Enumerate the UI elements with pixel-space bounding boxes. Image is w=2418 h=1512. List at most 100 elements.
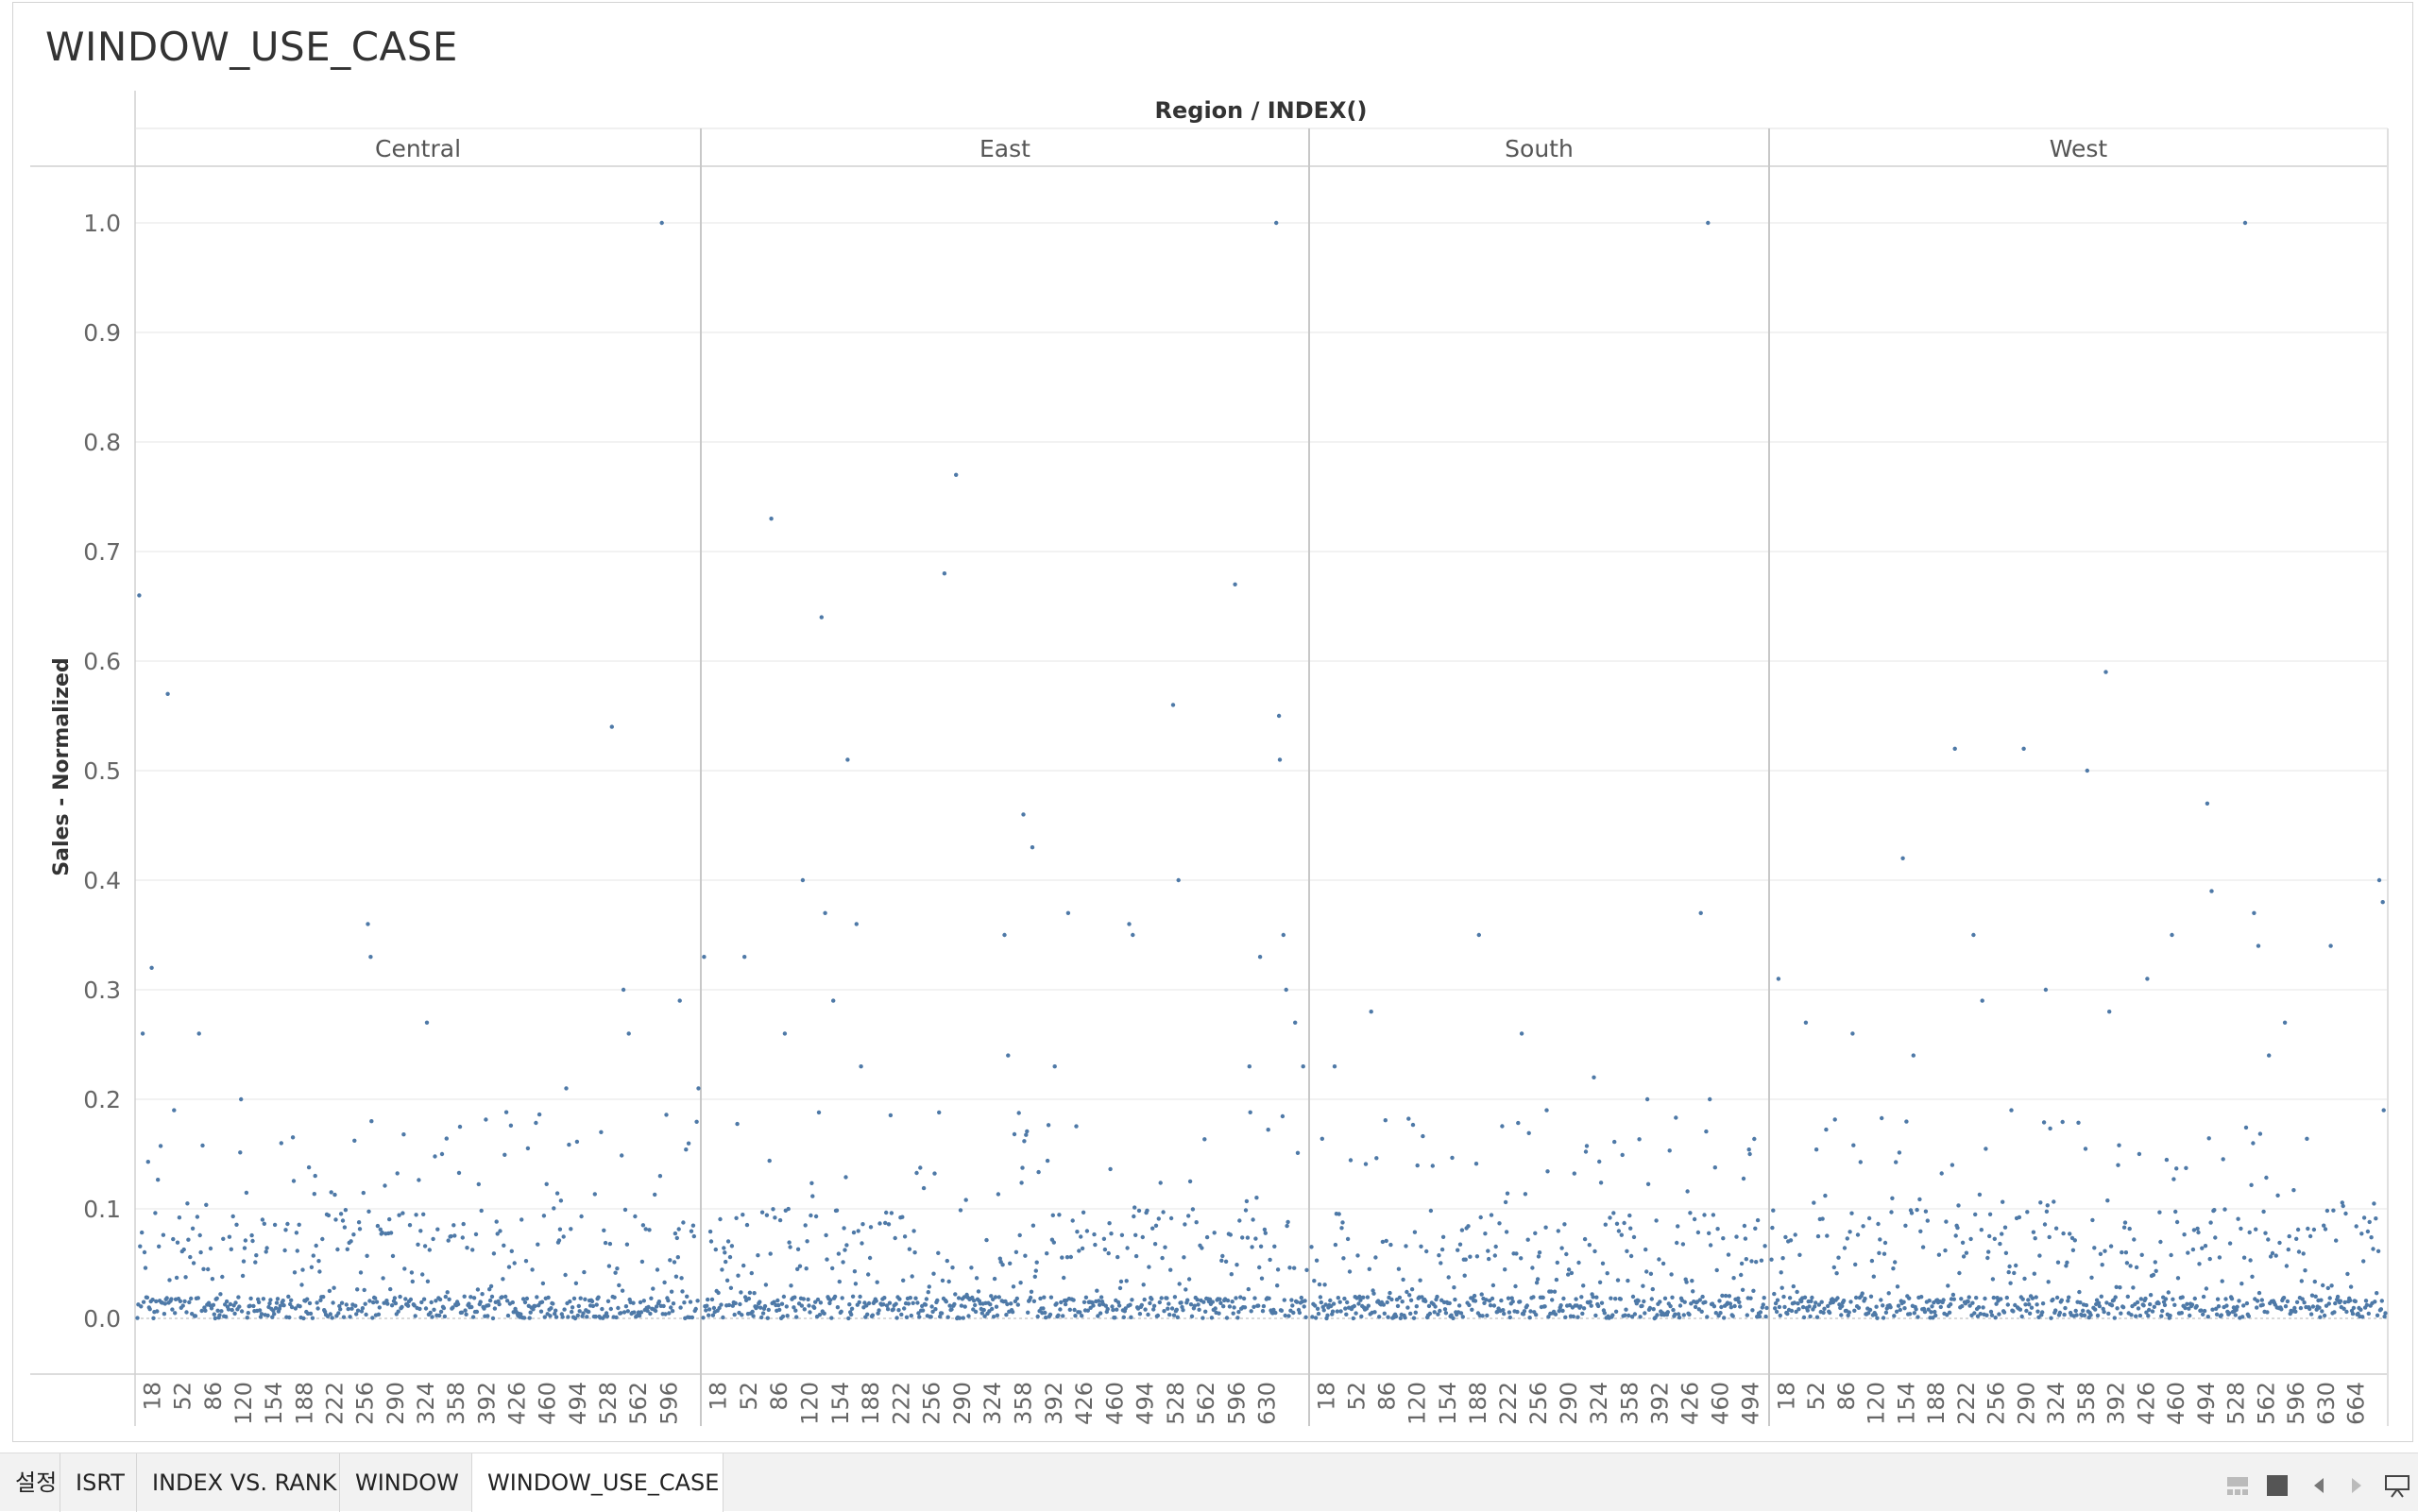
- data-point[interactable]: [1605, 1271, 1609, 1276]
- data-point[interactable]: [1320, 1136, 1325, 1142]
- data-point[interactable]: [812, 1305, 817, 1311]
- data-point[interactable]: [256, 1300, 262, 1305]
- data-point[interactable]: [2135, 1300, 2140, 1305]
- data-point[interactable]: [1342, 1296, 1347, 1301]
- data-point[interactable]: [2114, 1284, 2119, 1290]
- data-point[interactable]: [2145, 977, 2150, 981]
- data-point[interactable]: [1025, 1129, 1030, 1134]
- data-point[interactable]: [1443, 1311, 1449, 1316]
- data-point[interactable]: [654, 1304, 659, 1309]
- data-point[interactable]: [867, 1255, 873, 1261]
- data-point[interactable]: [1418, 1278, 1422, 1283]
- data-point[interactable]: [135, 1316, 140, 1320]
- data-point[interactable]: [1218, 1300, 1223, 1306]
- data-point[interactable]: [279, 1141, 283, 1146]
- data-point[interactable]: [364, 1312, 368, 1317]
- data-point[interactable]: [1797, 1252, 1802, 1258]
- data-point[interactable]: [845, 757, 850, 762]
- data-point[interactable]: [822, 1311, 826, 1317]
- data-point[interactable]: [367, 1299, 372, 1303]
- data-point[interactable]: [1430, 1164, 1436, 1168]
- data-point[interactable]: [502, 1243, 506, 1249]
- data-point[interactable]: [631, 1300, 636, 1305]
- data-point[interactable]: [962, 1295, 966, 1300]
- data-point[interactable]: [1070, 1218, 1075, 1223]
- data-point[interactable]: [2065, 1260, 2069, 1266]
- data-point[interactable]: [809, 1213, 813, 1218]
- data-point[interactable]: [722, 1246, 726, 1250]
- data-point[interactable]: [788, 1245, 792, 1249]
- data-point[interactable]: [773, 1215, 777, 1220]
- data-point[interactable]: [204, 1202, 209, 1208]
- data-point[interactable]: [2170, 932, 2174, 938]
- data-point[interactable]: [1809, 1299, 1814, 1304]
- data-point[interactable]: [1645, 1181, 1651, 1187]
- data-point[interactable]: [1081, 1300, 1087, 1305]
- data-point[interactable]: [2213, 1235, 2218, 1240]
- data-point[interactable]: [815, 1297, 821, 1302]
- data-point[interactable]: [1036, 1169, 1041, 1175]
- data-point[interactable]: [733, 1300, 738, 1306]
- data-point[interactable]: [2174, 1166, 2179, 1171]
- data-point[interactable]: [1337, 1300, 1342, 1304]
- data-point[interactable]: [246, 1311, 250, 1316]
- data-point[interactable]: [451, 1305, 455, 1310]
- data-point[interactable]: [1073, 1314, 1078, 1318]
- data-point[interactable]: [1516, 1120, 1521, 1126]
- data-point[interactable]: [709, 1297, 715, 1302]
- data-point[interactable]: [750, 1309, 755, 1315]
- data-point[interactable]: [926, 1290, 930, 1295]
- data-point[interactable]: [552, 1206, 556, 1211]
- data-point[interactable]: [1836, 1255, 1841, 1260]
- data-point[interactable]: [1977, 1192, 1983, 1198]
- data-point[interactable]: [1404, 1244, 1408, 1249]
- data-point[interactable]: [592, 1192, 597, 1197]
- data-point[interactable]: [1922, 1309, 1928, 1315]
- data-point[interactable]: [1118, 1279, 1124, 1284]
- data-point[interactable]: [2018, 1307, 2023, 1312]
- data-point[interactable]: [1312, 1279, 1317, 1283]
- data-point[interactable]: [239, 1096, 244, 1102]
- data-point[interactable]: [830, 1266, 835, 1271]
- data-point[interactable]: [510, 1300, 515, 1305]
- data-point[interactable]: [1576, 1260, 1581, 1266]
- data-point[interactable]: [1889, 1210, 1894, 1215]
- data-point[interactable]: [478, 1300, 483, 1304]
- data-point[interactable]: [203, 1308, 208, 1314]
- data-point[interactable]: [1814, 1147, 1819, 1152]
- data-point[interactable]: [342, 1225, 348, 1230]
- data-point[interactable]: [1280, 1113, 1286, 1119]
- data-point[interactable]: [1038, 1296, 1043, 1301]
- data-point[interactable]: [568, 1299, 572, 1304]
- data-point[interactable]: [289, 1304, 295, 1310]
- data-point[interactable]: [2007, 1264, 2012, 1269]
- data-point[interactable]: [604, 1311, 609, 1316]
- data-point[interactable]: [1850, 1031, 1855, 1036]
- data-point[interactable]: [751, 1314, 756, 1318]
- data-point[interactable]: [1748, 1296, 1753, 1300]
- data-point[interactable]: [188, 1254, 193, 1260]
- data-point[interactable]: [1869, 1258, 1875, 1264]
- data-point[interactable]: [2335, 1294, 2341, 1300]
- data-point[interactable]: [475, 1287, 481, 1292]
- data-point[interactable]: [508, 1123, 514, 1129]
- data-point[interactable]: [1258, 1244, 1264, 1249]
- data-point[interactable]: [2363, 1299, 2369, 1303]
- data-point[interactable]: [1021, 812, 1026, 817]
- data-point[interactable]: [385, 1301, 390, 1306]
- data-point[interactable]: [2120, 1249, 2124, 1255]
- data-point[interactable]: [792, 1305, 796, 1310]
- data-point[interactable]: [719, 1302, 724, 1307]
- data-point[interactable]: [1907, 1296, 1912, 1300]
- data-point[interactable]: [1853, 1262, 1858, 1267]
- data-point[interactable]: [1752, 1136, 1757, 1142]
- data-point[interactable]: [226, 1307, 231, 1312]
- data-point[interactable]: [1796, 1301, 1800, 1306]
- data-point[interactable]: [2186, 1250, 2190, 1255]
- data-point[interactable]: [2020, 1297, 2025, 1301]
- data-point[interactable]: [2251, 1141, 2256, 1146]
- data-point[interactable]: [1217, 1311, 1221, 1316]
- data-point[interactable]: [570, 1305, 575, 1310]
- data-point[interactable]: [2317, 1305, 2322, 1310]
- data-point[interactable]: [2098, 1251, 2103, 1257]
